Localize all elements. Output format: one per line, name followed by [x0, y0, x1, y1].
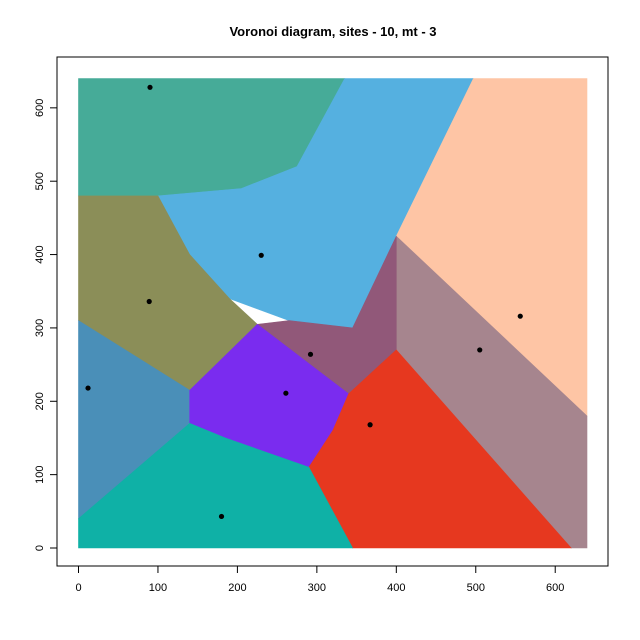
- site-point-7: [85, 385, 91, 391]
- x-tick-label: 500: [467, 582, 485, 594]
- site-point-3: [517, 313, 523, 319]
- x-tick-label: 0: [75, 582, 81, 594]
- voronoi-region-10: [78, 422, 354, 549]
- site-point-8: [283, 390, 289, 396]
- site-point-4: [146, 298, 152, 305]
- y-tick-label: 0: [34, 545, 46, 551]
- x-tick-label: 300: [308, 582, 326, 594]
- y-tick-label: 600: [34, 99, 46, 117]
- site-point-10: [218, 513, 225, 520]
- site-point-9: [367, 422, 373, 428]
- x-tick-label: 100: [149, 582, 167, 594]
- site-point-5: [477, 347, 483, 353]
- x-axis: 0 100 200 300 400 500 600: [75, 565, 564, 594]
- y-tick-label: 400: [34, 245, 46, 263]
- x-tick-label: 600: [546, 582, 564, 594]
- y-tick-label: 100: [34, 465, 46, 483]
- x-tick-label: 200: [228, 582, 246, 594]
- site-point-6: [307, 351, 314, 357]
- site-point-2: [258, 252, 264, 258]
- y-tick-label: 200: [34, 392, 46, 410]
- x-tick-label: 400: [387, 582, 405, 594]
- chart-title: Voronoi diagram, sites - 10, mt - 3: [229, 24, 436, 39]
- voronoi-regions: [78, 78, 588, 549]
- y-axis: 0 100 200 300 400 500 600: [34, 99, 58, 551]
- site-point-1: [147, 84, 153, 90]
- voronoi-sites: [85, 84, 523, 520]
- y-tick-label: 300: [34, 319, 46, 337]
- y-tick-label: 500: [34, 172, 46, 190]
